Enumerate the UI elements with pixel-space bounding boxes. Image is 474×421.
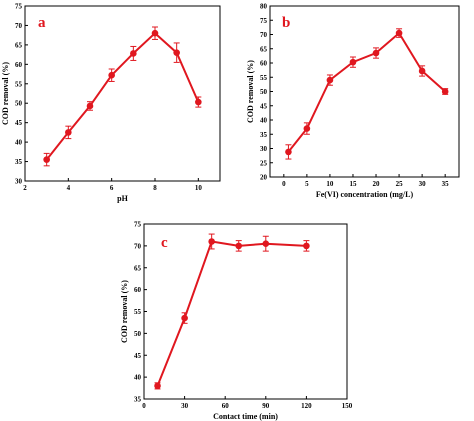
data-point [349,58,357,66]
y-tick-label: 70 [15,22,23,30]
panel-label: c [161,235,168,251]
plot-frame [24,5,221,182]
y-tick-label: 45 [134,352,142,360]
x-tick-label: 30 [181,402,189,410]
y-tick-label: 65 [15,41,23,49]
y-tick-label: 65 [134,264,142,272]
data-point [43,156,50,163]
data-point [285,148,292,156]
y-tick-label: 45 [15,119,23,127]
plot-frame [143,223,348,400]
panel-label: b [282,15,290,31]
series-line [287,31,446,153]
y-tick-label: 55 [260,74,268,82]
data-point [418,67,426,75]
x-tick-label: 30 [419,180,427,188]
y-tick-label: 30 [260,145,268,153]
x-tick-label: 2 [23,184,27,192]
data-point [173,49,180,56]
series-line [156,240,307,387]
x-tick-label: 5 [305,180,309,188]
x-tick-label: 120 [301,402,312,410]
y-tick-label: 55 [15,80,23,88]
x-axis-title: Contact time (min) [213,412,278,421]
y-tick-label: 70 [260,31,268,39]
y-tick-label: 35 [134,396,142,404]
panel-a: 2 4 6 8 10 30 35 40 45 50 55 60 65 70 75 pH COD removal … [1,3,221,203]
y-tick-label: 35 [15,158,23,166]
x-tick-label: 15 [349,180,357,188]
y-tick-label: 75 [15,3,23,11]
series-line [45,31,200,161]
x-axis-title: pH [117,194,128,203]
data-point [130,50,137,57]
data-point [154,382,161,390]
x-tick-label: 90 [262,402,270,410]
data-point [108,71,115,79]
x-axis-title: Fe(VI) concentration (mg/L) [316,190,414,199]
panel-b: 0 5 10 15 20 25 30 35 20 25 30 35 40 45 50 55 60 65 70 75 80… [246,3,460,199]
y-axis-title: COD removal (%) [1,62,10,125]
y-tick-label: 60 [15,61,23,69]
y-tick-label: 30 [15,178,23,186]
x-tick-label: 0 [142,402,146,410]
y-tick-label: 70 [134,242,142,250]
y-tick-label: 20 [260,174,268,182]
y-tick-label: 80 [260,3,268,11]
data-point [441,88,449,95]
y-tick-label: 75 [134,221,142,229]
x-tick-label: 35 [442,180,450,188]
data-point [326,76,334,84]
data-point [208,238,215,245]
data-point [65,129,72,136]
x-tick-label: 25 [396,180,404,188]
plot-frame [269,5,460,178]
y-axis-title: COD removal (%) [120,280,129,343]
y-tick-label: 50 [134,330,142,338]
data-point [303,242,310,250]
data-point [195,98,202,106]
y-tick-label: 25 [260,159,268,167]
y-tick-label: 75 [260,17,268,25]
data-point [372,49,380,57]
x-tick-label: 10 [195,184,203,192]
y-tick-label: 40 [260,117,268,125]
x-tick-label: 10 [326,180,334,188]
y-tick-label: 65 [260,45,268,53]
x-tick-label: 20 [373,180,381,188]
data-point [303,125,311,132]
panel-c: 0 30 60 90 120 150 35 40 45 50 55 60 65 70 75 Contact t… [120,221,353,421]
y-tick-label: 50 [260,88,268,96]
x-tick-label: 4 [67,184,71,192]
x-tick-label: 60 [222,402,230,410]
y-tick-label: 45 [260,102,268,110]
y-tick-label: 55 [134,308,142,316]
y-tick-label: 60 [134,286,142,294]
data-point [262,240,270,247]
data-point [181,314,188,322]
data-point [86,102,94,110]
y-tick-label: 60 [260,60,268,68]
y-axis-title: COD removal (%) [246,60,255,123]
y-tick-label: 50 [15,100,23,108]
panel-label: a [38,15,46,31]
y-tick-label: 40 [15,139,23,147]
data-point [235,242,243,250]
data-point [395,29,403,37]
x-tick-label: 6 [110,184,114,192]
x-tick-label: 0 [282,180,286,188]
data-point [151,29,159,37]
x-tick-label: 150 [342,402,353,410]
y-tick-label: 40 [134,374,142,382]
y-tick-label: 35 [260,131,268,139]
x-tick-label: 8 [153,184,157,192]
